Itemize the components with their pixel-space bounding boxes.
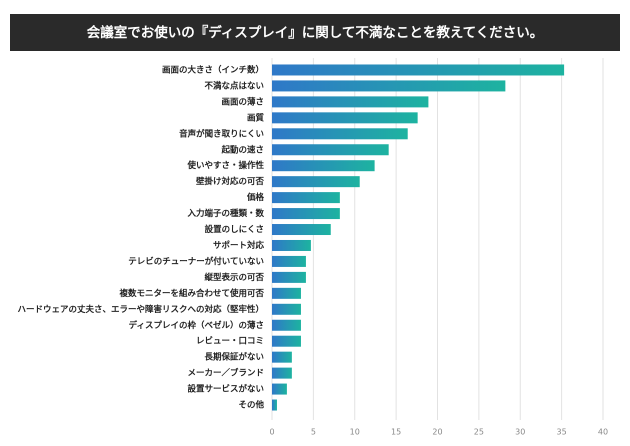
chart-title: 会議室でお使いの『ディスプレイ』に関して不満なことを教えてください。 xyxy=(87,24,544,41)
bar xyxy=(272,128,408,140)
category-label: サポート対応 xyxy=(213,240,265,251)
category-label: 壁掛け対応の可否 xyxy=(196,176,265,187)
category-label: 価格 xyxy=(246,192,265,203)
bar xyxy=(272,144,389,156)
bar xyxy=(272,399,277,411)
bar xyxy=(272,271,306,283)
bar xyxy=(272,112,418,124)
category-label: 長期保証がない xyxy=(204,352,264,363)
bar xyxy=(272,80,506,92)
category-label: 画質 xyxy=(247,112,265,123)
x-tick-label: 35 xyxy=(557,428,567,437)
category-label: 起動の速さ xyxy=(220,144,264,155)
bar xyxy=(272,64,565,76)
category-label: 入力端子の種類・数 xyxy=(186,208,264,219)
bar xyxy=(272,192,340,204)
category-label: 縦型表示の可否 xyxy=(204,272,264,283)
x-tick-label: 0 xyxy=(269,428,274,437)
category-label: 不満な点はない xyxy=(204,80,264,91)
title-bar xyxy=(10,14,620,51)
category-label: テレビのチューナーが付いていない xyxy=(128,256,264,267)
category-label: ハードウェアの丈夫さ、エラーや障害リスクへの対応（堅牢性） xyxy=(17,304,264,315)
bar xyxy=(272,255,306,267)
category-label: メーカー／ブランド xyxy=(187,368,264,379)
bar xyxy=(272,319,301,331)
bar xyxy=(272,208,340,220)
x-tick-label: 5 xyxy=(311,428,316,437)
category-label: 設置サービスがない xyxy=(187,384,264,395)
x-tick-label: 20 xyxy=(432,428,442,437)
bar xyxy=(272,383,287,395)
x-tick-label: 15 xyxy=(391,428,401,437)
x-tick-label: 25 xyxy=(474,428,484,437)
category-label: 画面の大きさ（インチ数） xyxy=(162,64,264,75)
bar xyxy=(272,224,331,236)
bar xyxy=(272,96,429,108)
x-tick-label: 10 xyxy=(350,428,360,437)
category-label: 音声が聞き取りにくい xyxy=(179,128,264,139)
category-label: 設置のしにくさ xyxy=(205,224,264,235)
bar xyxy=(272,287,301,299)
x-tick-label: 30 xyxy=(515,428,525,437)
category-label: ディスプレイの枠（ベゼル）の薄さ xyxy=(129,320,264,331)
category-label: 画面の薄さ xyxy=(221,96,264,107)
category-label: 複数モニターを組み合わせて使用可否 xyxy=(118,288,264,299)
bar xyxy=(272,351,292,363)
bar xyxy=(272,335,301,347)
category-label: 使いやすさ・操作性 xyxy=(186,160,264,171)
bar xyxy=(272,160,375,172)
x-tick-label: 40 xyxy=(598,428,608,437)
bar xyxy=(272,303,301,315)
category-label: レビュー・口コミ xyxy=(196,336,264,347)
bar xyxy=(272,176,360,188)
bar xyxy=(272,367,292,379)
bar xyxy=(272,239,311,251)
category-label: その他 xyxy=(238,400,264,411)
